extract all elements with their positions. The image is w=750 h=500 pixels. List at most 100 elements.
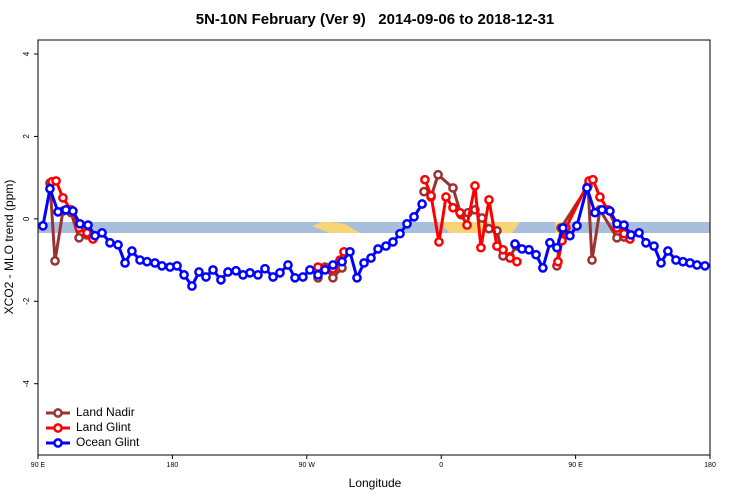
legend-label: Land Nadir: [76, 405, 135, 419]
point: [179, 270, 189, 280]
land-patch: [312, 222, 360, 233]
point: [420, 174, 430, 185]
point: [395, 228, 405, 239]
point: [231, 265, 241, 276]
point: [172, 260, 182, 271]
point: [433, 169, 443, 180]
point: [641, 237, 651, 248]
point: [597, 204, 607, 215]
point: [366, 253, 376, 263]
point: [105, 237, 115, 248]
point: [268, 272, 278, 282]
x-tick-label: 90 E: [31, 462, 46, 469]
plot-frame: [37, 39, 711, 456]
point: [201, 272, 211, 282]
point: [587, 255, 597, 265]
x-tick-label: 180: [167, 462, 179, 469]
point: [524, 244, 534, 255]
point: [283, 260, 293, 270]
point: [305, 265, 315, 275]
point: [113, 239, 123, 250]
point: [53, 207, 63, 217]
point: [142, 256, 152, 267]
chart-title: 5N-10N February (Ver 9) 2014-09-06 to 20…: [196, 11, 555, 28]
point: [245, 267, 255, 278]
point: [634, 228, 644, 238]
y-tick-label: 2: [22, 134, 31, 139]
point: [455, 207, 465, 218]
point: [50, 256, 60, 266]
point: [498, 244, 508, 255]
point: [223, 267, 233, 277]
point: [434, 237, 444, 247]
point: [649, 241, 659, 251]
point: [275, 267, 285, 278]
legend-label: Land Glint: [76, 420, 131, 434]
point: [470, 181, 480, 191]
point: [120, 258, 130, 268]
point: [68, 206, 78, 216]
point: [45, 183, 55, 194]
point: [462, 220, 472, 230]
point: [663, 246, 673, 256]
y-tick-label: 4: [22, 51, 31, 56]
point: [484, 195, 494, 205]
point: [656, 258, 666, 268]
point: [51, 176, 61, 186]
point: [194, 267, 204, 277]
point: [359, 258, 369, 268]
point: [409, 211, 419, 222]
point: [545, 237, 555, 248]
point: [582, 183, 592, 193]
point: [538, 263, 548, 273]
point: [402, 218, 412, 229]
point: [58, 192, 68, 203]
point: [700, 260, 710, 271]
point: [97, 228, 107, 238]
point: [531, 249, 541, 260]
point: [417, 199, 427, 209]
point: [75, 218, 85, 229]
point: [352, 272, 362, 283]
x-axis-label: Longitude: [349, 476, 402, 490]
x-tick-label: 0: [439, 462, 443, 469]
y-tick-label: -2: [22, 297, 31, 305]
point: [605, 206, 615, 216]
ocean-strip: [38, 222, 710, 233]
point: [208, 265, 218, 275]
point: [510, 239, 520, 249]
point: [558, 223, 568, 233]
point: [626, 230, 636, 240]
point: [448, 202, 458, 213]
point: [157, 260, 167, 271]
point: [74, 232, 84, 243]
point: [388, 237, 398, 247]
point: [505, 253, 515, 263]
point: [381, 241, 391, 251]
point: [426, 190, 436, 201]
x-tick-label: 180: [704, 462, 716, 469]
legend-label: Ocean Glint: [76, 435, 140, 449]
point: [320, 265, 330, 275]
point: [572, 221, 582, 231]
x-tick-label: 90 E: [568, 462, 583, 469]
point: [565, 230, 575, 241]
point: [82, 228, 92, 238]
point: [290, 272, 300, 283]
y-tick-label: -4: [22, 380, 31, 388]
point: [588, 174, 598, 185]
point: [373, 244, 383, 254]
point: [476, 242, 486, 253]
point: [553, 256, 563, 267]
legend-marker: [53, 438, 63, 448]
point: [127, 246, 137, 256]
point: [484, 223, 494, 234]
legend-marker: [53, 423, 63, 433]
point: [298, 272, 308, 282]
point: [253, 270, 263, 280]
point: [216, 275, 226, 285]
point: [187, 281, 197, 291]
y-tick-label: 0: [22, 216, 31, 221]
point: [83, 220, 93, 230]
